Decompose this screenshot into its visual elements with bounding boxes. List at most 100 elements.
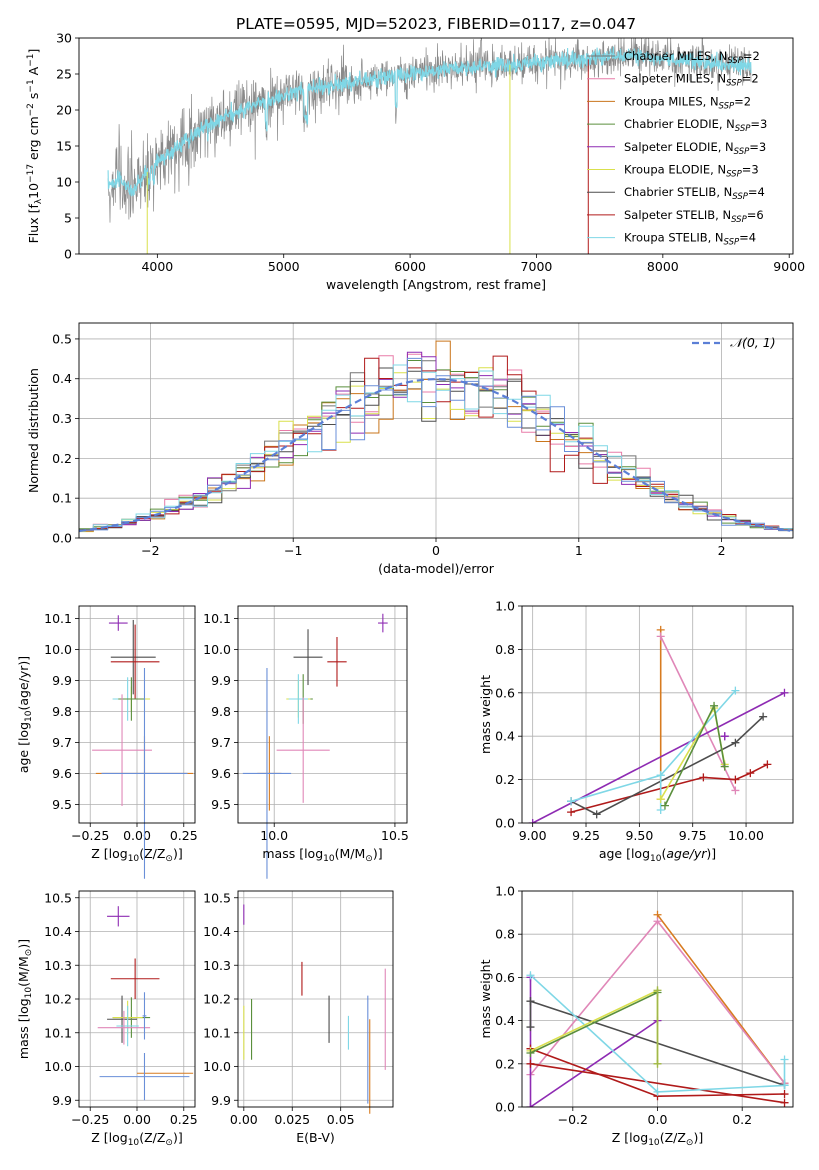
axes-frame xyxy=(237,605,408,824)
weight-point-marker xyxy=(759,712,768,721)
error-bar-point xyxy=(276,697,330,803)
y-tick-label: 0.6 xyxy=(495,685,515,700)
y-tick-label: 9.9 xyxy=(52,1093,72,1108)
x-axis-label-part: )] xyxy=(173,846,183,861)
y-axis-label-part: erg cm xyxy=(26,116,41,164)
weight-point-marker xyxy=(653,1059,662,1068)
y-tick-label: 10.2 xyxy=(203,992,231,1007)
y-axis-label-part: A xyxy=(26,66,41,79)
y-axis-label-part: )] xyxy=(16,656,31,666)
y-tick-label: 10.4 xyxy=(203,924,231,939)
y-tick-label: 9.9 xyxy=(52,673,72,688)
x-tick-label: 9.00 xyxy=(519,828,547,843)
x-tick-label: 9.50 xyxy=(625,828,653,843)
legend-label-text: Salpeter ELODIE, N xyxy=(624,140,734,154)
y-tick-label: 10.5 xyxy=(44,890,72,905)
x-tick-label: 4000 xyxy=(141,259,173,274)
y-axis-label-part: −1 xyxy=(26,54,36,67)
y-tick-label: 9.8 xyxy=(211,704,231,719)
weight-point-marker xyxy=(656,632,665,641)
y-tick-label: 10.0 xyxy=(44,642,72,657)
y-tick-label: 0.4 xyxy=(52,371,72,386)
x-tick-label: 0.05 xyxy=(327,1112,355,1127)
y-tick-label: 9.6 xyxy=(211,766,231,781)
legend-label: Chabrier ELODIE, NSSP=3 xyxy=(624,117,767,134)
x-axis-label-part: Z [log xyxy=(91,1130,127,1145)
x-tick-label: −1 xyxy=(284,543,302,558)
y-tick-label: 10.0 xyxy=(44,1059,72,1074)
x-tick-label: 0 xyxy=(432,543,440,558)
x-axis-label-part: ( xyxy=(661,846,666,861)
y-tick-label: 25 xyxy=(56,67,72,82)
weight-vs-age-panel: 9.00 9.25 9.50 9.75 10.00 0.0 0.2 0.4 0.6 0.8 1.0 a… xyxy=(478,599,794,864)
y-axis-label-part: λ xyxy=(34,198,44,204)
weight-point-marker xyxy=(780,1081,789,1090)
x-tick-label: 10.5 xyxy=(381,828,409,843)
y-axis-label-part: ⊙ xyxy=(24,949,34,957)
error-bar-point xyxy=(99,1053,190,1101)
legend-label-text: Kroupa STELIB, N xyxy=(624,231,724,245)
y-tick-label: 1.0 xyxy=(495,599,515,614)
axes-frame xyxy=(237,890,394,1108)
x-axis-label-part: )] xyxy=(693,1130,703,1145)
figure-title: PLATE=0595, MJD=52023, FIBERID=0117, z=0… xyxy=(236,15,636,33)
y-tick-label: 10.5 xyxy=(203,890,231,905)
mass-vs-metallicity-panel: −0.25 0.00 0.25 9.9 10.0 10.1 10.2 10.3 10.4 10.5… xyxy=(16,890,198,1148)
axes-frame xyxy=(521,605,794,824)
axes-frame xyxy=(78,890,196,1108)
x-axis-label: Z [log10 (Z/Z⊙ )] xyxy=(612,1130,704,1148)
legend-label-suffix: =3 xyxy=(750,117,767,131)
weight-lines xyxy=(528,625,789,823)
x-axis-label-part: 10 xyxy=(323,854,335,864)
legend-label-sub: SSP xyxy=(726,79,742,89)
x-axis-label: wavelength [Angstrom, rest frame] xyxy=(326,277,546,292)
y-tick-label: 0.4 xyxy=(495,729,515,744)
y-tick-label: 0.2 xyxy=(52,451,72,466)
x-axis-label-part: ⊙ xyxy=(365,854,373,864)
weight-point-marker xyxy=(653,986,662,995)
y-axis-label: mass [log10(M/M⊙)] xyxy=(16,939,34,1059)
y-axis-label-part: age/yr xyxy=(16,665,31,706)
x-axis-label: age [log10(age/yr)] xyxy=(599,846,716,864)
legend-label-text: Salpeter STELIB, N xyxy=(624,208,731,222)
x-tick-label: 0.025 xyxy=(274,1112,310,1127)
error-bar-point xyxy=(110,958,160,999)
x-tick-label: 0.25 xyxy=(170,1112,198,1127)
y-tick-label: 9.7 xyxy=(211,735,231,750)
y-tick-label: 9.6 xyxy=(52,766,72,781)
y-axis-label: mass weight xyxy=(478,959,493,1038)
weight-point-marker xyxy=(780,1055,789,1064)
error-bar-point xyxy=(92,694,152,806)
legend-label: 𝒩(0, 1) xyxy=(730,335,776,350)
x-tick-label: 8000 xyxy=(647,259,679,274)
x-tick-label: −2 xyxy=(141,543,159,558)
y-tick-label: 5 xyxy=(64,211,72,226)
weight-point-marker xyxy=(710,701,719,710)
y-tick-label: 20 xyxy=(56,103,72,118)
x-tick-label: 0.00 xyxy=(230,1112,258,1127)
y-tick-label: 0.0 xyxy=(495,816,515,831)
legend-label: Chabrier MILES, NSSP=2 xyxy=(624,49,760,66)
x-axis-label-part: (Z/Z xyxy=(139,846,165,861)
y-tick-label: 0.2 xyxy=(495,772,515,787)
y-axis-label-part: (M/M xyxy=(16,956,31,987)
error-bar-point xyxy=(242,668,292,879)
y-axis-label-part: 10 xyxy=(24,710,34,722)
error-bar-point xyxy=(107,995,137,1043)
y-tick-label: 0.8 xyxy=(495,642,515,657)
weight-point-marker xyxy=(660,801,669,810)
x-axis-label-part: ⊙ xyxy=(165,854,173,864)
histogram-layer xyxy=(79,340,793,533)
legend-label-sub: SSP xyxy=(732,192,748,202)
weight-point-marker xyxy=(731,738,740,747)
y-axis-label-part: mass weight xyxy=(478,675,493,754)
weight-point-marker xyxy=(780,1090,789,1099)
y-axis-label-part: −2 xyxy=(26,103,36,116)
y-tick-label: 9.5 xyxy=(52,797,72,812)
y-axis-label-part: s xyxy=(26,93,41,104)
weight-point-marker xyxy=(526,1103,535,1107)
y-axis-label-part: ( xyxy=(16,706,31,711)
legend-label-sub: SSP xyxy=(734,147,750,157)
legend-label: Salpeter ELODIE, NSSP=3 xyxy=(624,140,766,157)
y-axis-label-part: 10 xyxy=(26,183,41,199)
